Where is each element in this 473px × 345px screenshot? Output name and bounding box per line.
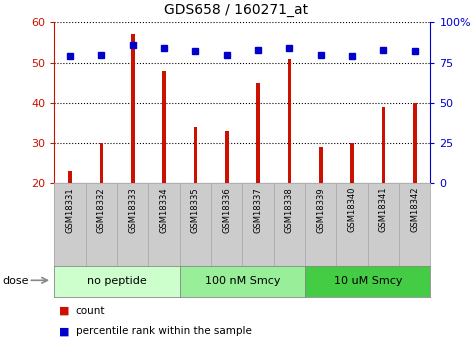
Text: 10 uM Smcy: 10 uM Smcy — [333, 276, 402, 286]
Text: GSM18336: GSM18336 — [222, 187, 231, 233]
Text: GSM18337: GSM18337 — [254, 187, 263, 233]
Bar — [319, 147, 323, 183]
Text: no peptide: no peptide — [87, 276, 147, 286]
Text: GSM18339: GSM18339 — [316, 187, 325, 233]
Text: GSM18334: GSM18334 — [159, 187, 168, 233]
Text: ■: ■ — [59, 306, 70, 315]
Text: ■: ■ — [59, 326, 70, 336]
Bar — [382, 107, 385, 183]
Text: GSM18341: GSM18341 — [379, 187, 388, 233]
Bar — [256, 82, 260, 183]
Text: dose: dose — [2, 276, 29, 286]
Text: GSM18331: GSM18331 — [66, 187, 75, 233]
Bar — [68, 171, 72, 183]
Text: count: count — [76, 306, 105, 315]
Bar — [99, 143, 103, 183]
Text: percentile rank within the sample: percentile rank within the sample — [76, 326, 252, 336]
Text: GSM18333: GSM18333 — [128, 187, 137, 233]
Bar — [350, 143, 354, 183]
Bar — [162, 70, 166, 183]
Text: GDS658 / 160271_at: GDS658 / 160271_at — [165, 3, 308, 18]
Bar — [131, 34, 135, 183]
Bar — [225, 131, 228, 183]
Bar — [288, 59, 291, 183]
Text: GSM18340: GSM18340 — [348, 187, 357, 233]
Text: GSM18332: GSM18332 — [97, 187, 106, 233]
Text: GSM18342: GSM18342 — [410, 187, 419, 233]
Text: 100 nM Smcy: 100 nM Smcy — [205, 276, 280, 286]
Bar — [413, 103, 417, 183]
Text: GSM18338: GSM18338 — [285, 187, 294, 233]
Text: GSM18335: GSM18335 — [191, 187, 200, 233]
Bar — [193, 127, 197, 183]
